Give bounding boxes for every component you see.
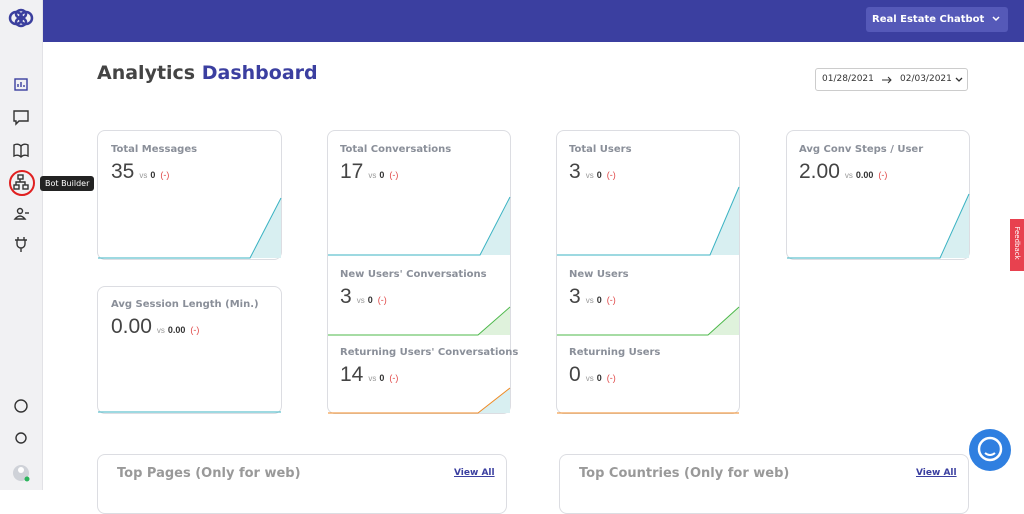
card-value: 0 [569,363,581,386]
card-value-row: 0 vs 0 (-) [569,363,616,387]
date-end: 02/03/2021 [900,74,952,84]
vs-value: 0 [367,295,373,305]
card-label: Avg Conv Steps / User [799,144,924,155]
card-value-row: 2.00 vs 0.00 (-) [799,160,887,184]
vs-label: vs [368,171,377,180]
feedback-tab[interactable]: Feedback [1010,219,1024,271]
vs-label: vs [368,374,377,383]
change: (-) [606,295,616,305]
vs-value: 0 [150,170,156,180]
card-value: 14 [340,363,364,386]
date-start: 01/28/2021 [822,74,874,84]
dropdown-arrow [955,77,963,82]
card-value: 0.00 [111,315,152,338]
change: (-) [389,170,399,180]
vs-value: 0 [596,170,602,180]
card-value-row: 17 vs 0 (-) [340,160,398,184]
card-value: 3 [569,285,581,308]
card-label: New Users [569,269,629,280]
sidebar-icons [8,8,35,482]
title-second: Dashboard [201,62,318,84]
card-value-row: 3 vs 0 (-) [569,285,616,309]
vs-value: 0 [596,295,602,305]
card-value: 2.00 [799,160,840,183]
vs-label: vs [585,374,594,383]
card-value: 35 [111,160,135,183]
vs-label: vs [156,326,165,335]
change: (-) [606,170,616,180]
change: (-) [606,373,616,383]
sidebar [0,0,43,490]
card-value-row: 35 vs 0 (-) [111,160,169,184]
panel-title: Top Countries (Only for web) [579,466,790,481]
card-label: Returning Users [569,347,661,358]
sparklines [98,186,970,414]
card-value: 3 [569,160,581,183]
view-all-link[interactable]: View All [454,468,495,478]
change: (-) [878,170,888,180]
vs-label: vs [585,296,594,305]
bot-selector[interactable]: Real Estate Chatbot [866,7,1008,32]
arrow-icon [882,76,892,84]
card-label: Total Conversations [340,144,452,155]
card-value-row: 14 vs 0 (-) [340,363,398,387]
card-value-row: 3 vs 0 (-) [340,285,387,309]
vs-value: 0 [596,373,602,383]
card [786,130,970,260]
vs-label: vs [844,171,853,180]
change: (-) [190,325,200,335]
card [97,286,282,414]
card-value: 3 [340,285,352,308]
card-label: Total Messages [111,144,198,155]
card-value-row: 0.00 vs 0.00 (-) [111,315,199,339]
vs-label: vs [585,171,594,180]
card [97,130,282,260]
card-label: Avg Session Length (Min.) [111,299,259,310]
change: (-) [389,373,399,383]
vs-value: 0.00 [855,170,874,180]
vs-label: vs [356,296,365,305]
change: (-) [377,295,387,305]
dropdown-arrow [992,16,1000,22]
card-label: Returning Users' Conversations [340,347,519,358]
page-title: Analytics Dashboard [97,62,318,84]
tooltip: Bot Builder [40,176,95,191]
top-bar [43,0,1024,42]
feedback-label: Feedback [1013,226,1021,260]
title-first: Analytics [97,62,196,84]
card-group [556,130,740,414]
card-label: Total Users [569,144,632,155]
view-all-link[interactable]: View All [916,468,957,478]
date-picker[interactable]: 01/28/2021 02/03/2021 [815,68,968,91]
card-value: 17 [340,160,364,183]
vs-label: vs [139,171,148,180]
bot-selector-label: Real Estate Chatbot [872,14,985,25]
chat-button[interactable] [968,428,1012,472]
panel-title: Top Pages (Only for web) [117,466,301,481]
vs-value: 0.00 [167,325,186,335]
sparkline [98,186,970,414]
panel [559,454,969,514]
card-label: New Users' Conversations [340,269,487,280]
panel [97,454,507,514]
card-value-row: 3 vs 0 (-) [569,160,616,184]
change: (-) [160,170,170,180]
card-group [327,130,511,414]
vs-value: 0 [379,373,385,383]
vs-value: 0 [379,170,385,180]
